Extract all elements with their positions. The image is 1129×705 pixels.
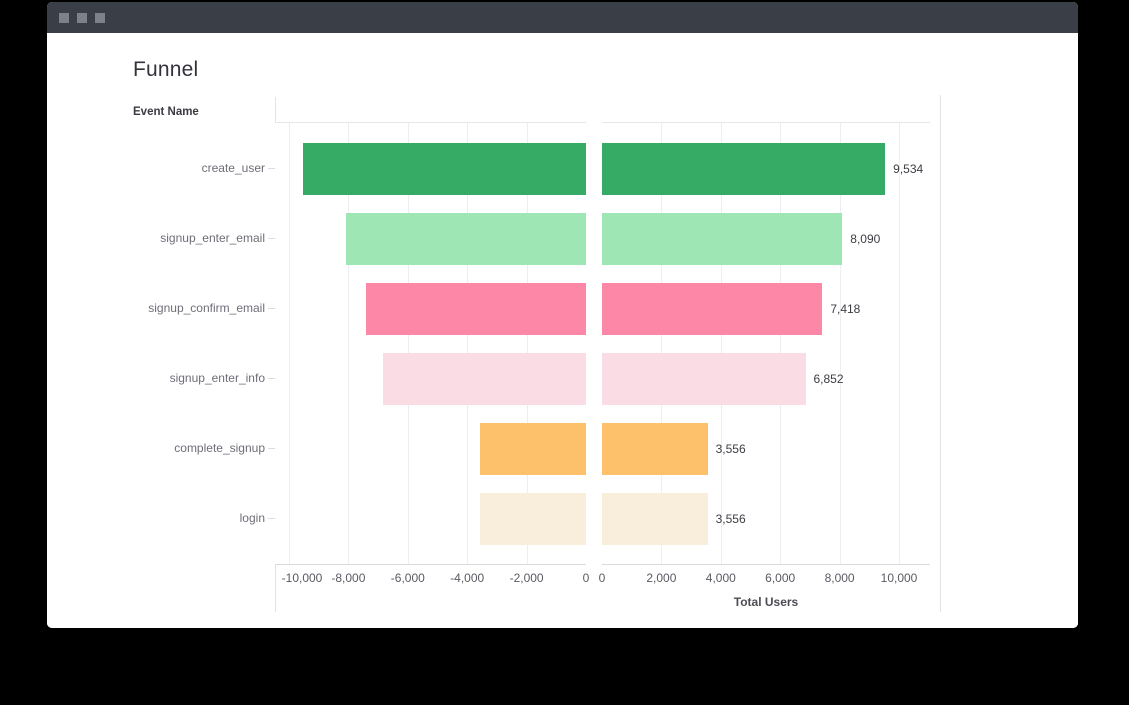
category-label-signup_enter_info: signup_enter_info	[169, 371, 265, 385]
value-axis-title: Total Users	[733, 595, 799, 609]
value-axis-tick-label: 8,000	[824, 571, 855, 585]
mirrored-bars-panel	[275, 122, 586, 565]
window-control-icon[interactable]	[77, 12, 87, 23]
value-axis-tick-label: 2,000	[646, 571, 677, 585]
bar-value-label: 6,852	[813, 372, 844, 386]
funnel-bar-mirror-create_user[interactable]	[302, 143, 586, 195]
category-label-signup_enter_email: signup_enter_email	[160, 231, 265, 245]
funnel-bar-mirror-complete_signup[interactable]	[480, 423, 586, 475]
value-axis-tick-label: 0	[582, 571, 590, 585]
gridline	[839, 123, 841, 564]
gridline	[899, 123, 900, 564]
value-axis-tick-label: -4,000	[450, 571, 485, 585]
category-label-create_user: create_user	[201, 161, 265, 175]
gridline	[526, 123, 528, 564]
funnel-bar-mirror-signup_enter_info[interactable]	[382, 353, 586, 405]
bar-value-label: 9,534	[893, 162, 924, 176]
funnel-chart: 9,534 8,090 7,418 6,852 3,556 3,556 create_us…	[47, 33, 1078, 628]
value-axis-tick-label: -2,000	[509, 571, 544, 585]
category-tick	[268, 448, 275, 449]
category-tick	[268, 518, 275, 519]
value-axis-tick-label: -6,000	[390, 571, 425, 585]
funnel-bar-login[interactable]	[602, 493, 708, 545]
funnel-bar-complete_signup[interactable]	[602, 423, 708, 475]
window-titlebar	[47, 2, 1078, 33]
funnel-bar-mirror-signup_confirm_email[interactable]	[365, 283, 586, 335]
value-axis-tick-label: 10,000	[880, 571, 918, 585]
funnel-bar-mirror-login[interactable]	[480, 493, 586, 545]
bar-value-label: 8,090	[850, 232, 881, 246]
funnel-bar-signup_enter_email[interactable]	[602, 213, 843, 265]
category-tick	[268, 238, 275, 239]
category-axis-title: Event Name	[133, 106, 199, 118]
gridline	[720, 123, 722, 564]
gridline	[407, 123, 409, 564]
funnel-bar-signup_enter_info[interactable]	[602, 353, 806, 405]
category-tick	[268, 378, 275, 379]
funnel-bar-create_user[interactable]	[602, 143, 886, 195]
gridline	[289, 123, 290, 564]
category-label-login: login	[239, 511, 265, 525]
gridline	[467, 123, 469, 564]
bar-value-label: 7,418	[830, 302, 861, 316]
value-axis-tick-label: 4,000	[705, 571, 736, 585]
value-axis-tick-label: -10,000	[281, 571, 323, 585]
app-window: Funnel Event Name 9,534 8,090 7,418 6,852 3,…	[47, 2, 1078, 628]
gridline	[661, 123, 663, 564]
value-axis-tick-label: 0	[598, 571, 606, 585]
value-axis-tick-label: 6,000	[765, 571, 796, 585]
bar-value-label: 3,556	[715, 512, 746, 526]
chart-right-frame	[940, 95, 941, 612]
category-tick	[268, 308, 275, 309]
category-label-signup_confirm_email: signup_confirm_email	[148, 301, 265, 315]
window-control-icon[interactable]	[95, 12, 105, 23]
gridline	[780, 123, 782, 564]
window-content: Funnel Event Name 9,534 8,090 7,418 6,852 3,…	[47, 33, 1078, 628]
value-axis-tick-label: -8,000	[331, 571, 366, 585]
bars-panel: 9,534 8,090 7,418 6,852 3,556 3,556	[602, 122, 930, 565]
gridline	[348, 123, 350, 564]
window-control-icon[interactable]	[59, 12, 69, 23]
funnel-bar-signup_confirm_email[interactable]	[602, 283, 823, 335]
funnel-bar-mirror-signup_enter_email[interactable]	[345, 213, 586, 265]
bar-value-label: 3,556	[715, 442, 746, 456]
page-title: Funnel	[133, 58, 199, 81]
category-label-complete_signup: complete_signup	[174, 441, 265, 455]
category-tick	[268, 168, 275, 169]
